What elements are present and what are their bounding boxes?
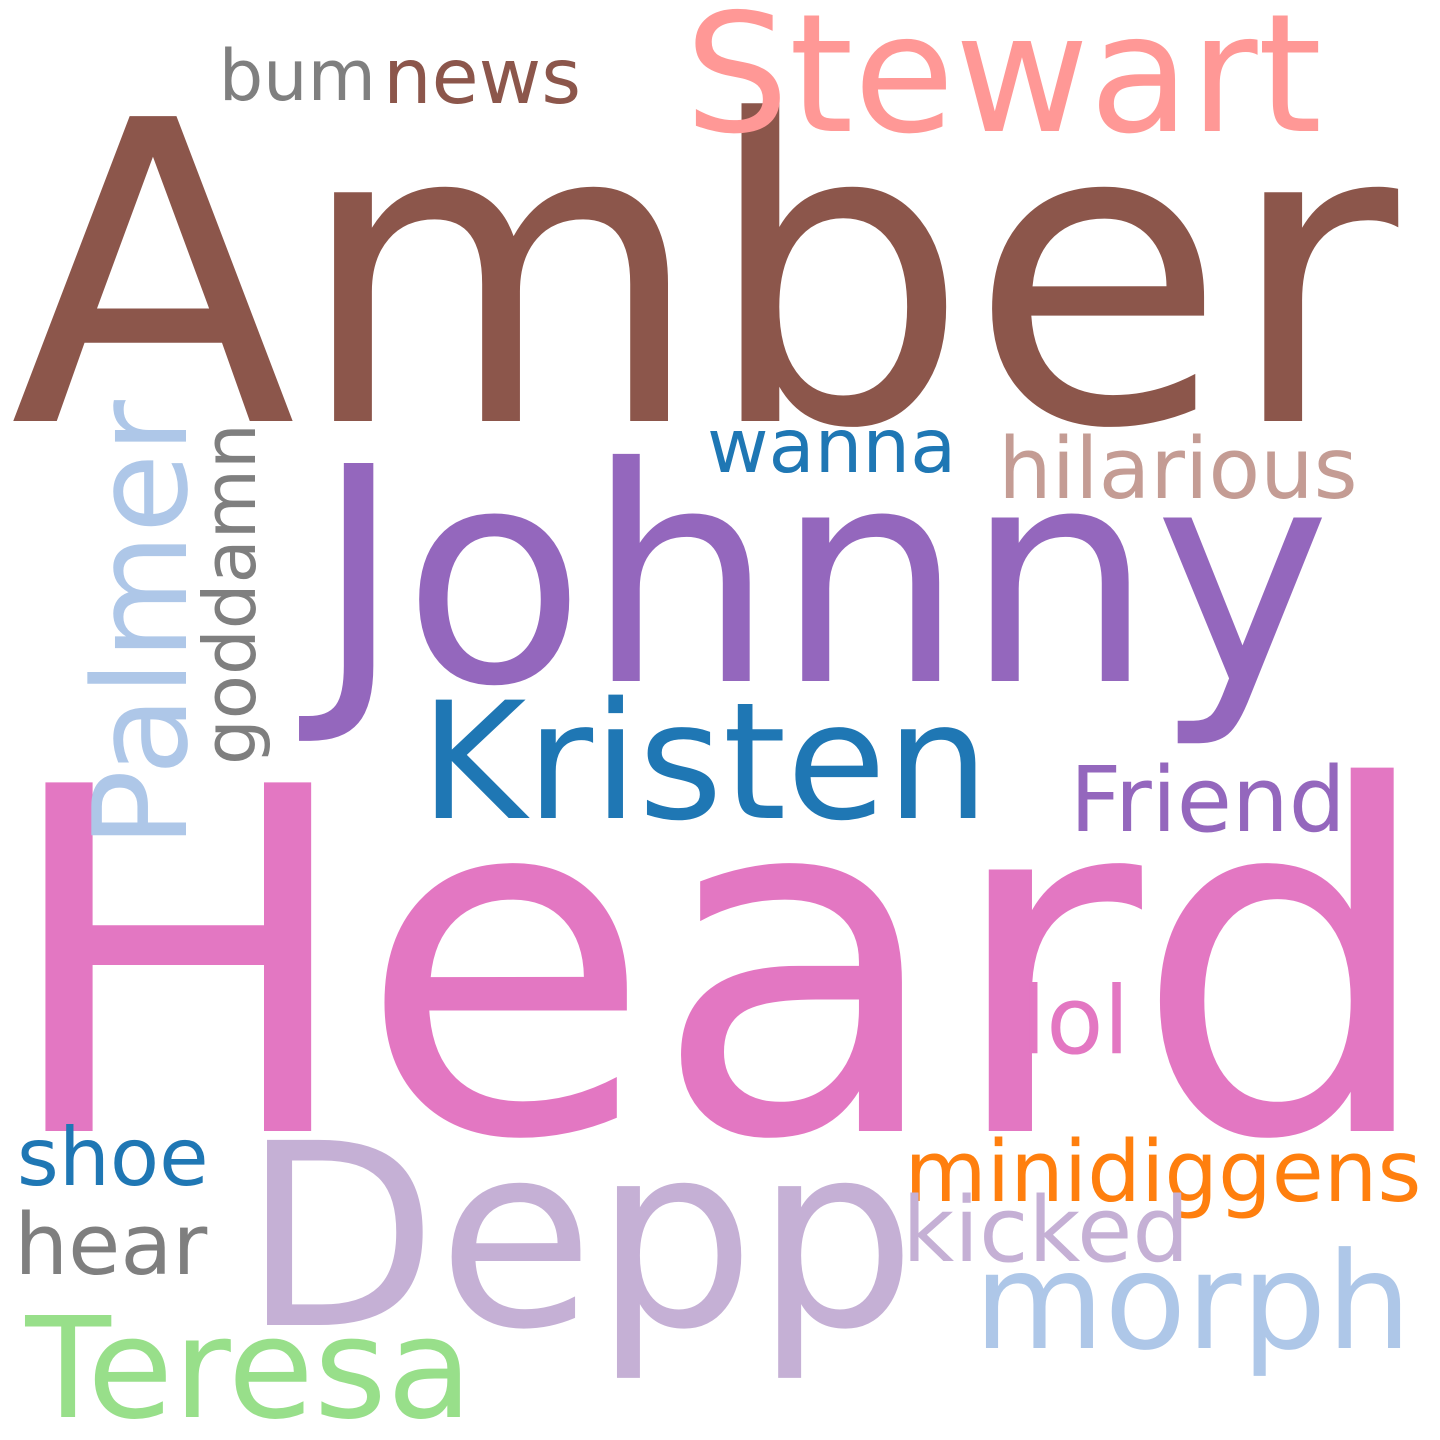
word-news: news <box>383 33 582 123</box>
word-wanna: wanna <box>707 402 957 491</box>
word-morph: morph <box>973 1224 1412 1380</box>
word-shoe: shoe <box>16 1110 209 1204</box>
word-bum: bum <box>218 35 376 118</box>
word-teresa: Teresa <box>25 1288 473 1440</box>
word-amber: Amber <box>10 33 1399 521</box>
word-lol: lol <box>1020 966 1130 1076</box>
word-friend: Friend <box>1069 748 1346 853</box>
word-palmer: Palmer <box>65 399 218 848</box>
word-hilarious: hilarious <box>998 419 1358 518</box>
word-depp: Depp <box>242 1089 917 1386</box>
word-heard: Heard <box>0 687 1438 1245</box>
word-kicked: kicked <box>902 1178 1190 1283</box>
word-stewart: Stewart <box>684 0 1323 171</box>
word-johnny: Johnny <box>314 402 1331 752</box>
word-minidiggens: minidiggens <box>904 1122 1422 1221</box>
word-kristen: Kristen <box>419 668 990 857</box>
word-goddamn: goddamn <box>189 422 274 765</box>
word-hear: hear <box>14 1196 208 1296</box>
